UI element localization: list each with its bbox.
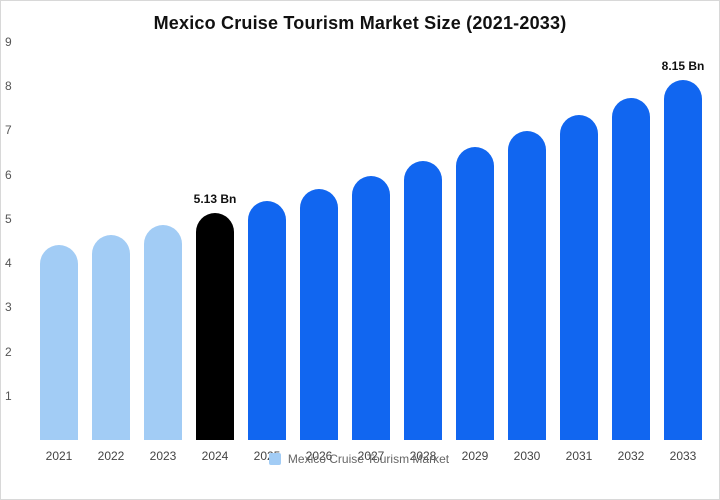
x-tick-label-2030: 2030	[513, 449, 541, 463]
bar-2030[interactable]	[508, 131, 546, 440]
x-tick-label-2031: 2031	[565, 449, 593, 463]
y-tick-label: 5	[5, 211, 12, 226]
bar-2032[interactable]	[612, 97, 650, 440]
y-axis: 9 8 7 6 5 4 3 2 1	[5, 35, 29, 440]
bar-column-2030: 2030	[501, 42, 553, 463]
bar-2021[interactable]	[40, 245, 78, 440]
bar-column-2029: 2029	[449, 42, 501, 463]
x-tick-label-2032: 2032	[617, 449, 645, 463]
bar-2031[interactable]	[560, 114, 598, 440]
legend-swatch-icon	[268, 453, 281, 465]
bar-stack: 5.13 Bn	[193, 42, 237, 440]
bar-stack	[248, 42, 286, 440]
bar-column-2033: 8.15 Bn 2033	[657, 42, 709, 463]
y-tick-label: 6	[5, 167, 12, 182]
bar-stack	[508, 42, 546, 440]
bar-2025[interactable]	[248, 201, 286, 440]
bar-column-2025: 2025	[241, 42, 293, 463]
x-tick-label-2033: 2033	[669, 449, 697, 463]
x-tick-label-2024: 2024	[201, 449, 229, 463]
bar-column-2026: 2026	[293, 42, 345, 463]
bar-2022[interactable]	[92, 235, 130, 440]
bar-stack	[352, 42, 390, 440]
x-tick-label-2027: 2027	[357, 449, 385, 463]
legend: Mexico Cruise Tourism Market	[9, 452, 709, 466]
bar-stack	[40, 42, 78, 440]
bar-2027[interactable]	[352, 175, 390, 440]
bar-stack	[612, 42, 650, 440]
y-tick-label: 8	[5, 79, 12, 94]
bar-2026[interactable]	[300, 188, 338, 440]
value-label-2033: 8.15 Bn	[661, 58, 705, 73]
y-tick-label: 3	[5, 300, 12, 315]
bar-2033[interactable]	[664, 79, 702, 440]
y-tick-label: 2	[5, 344, 12, 359]
bar-stack	[404, 42, 442, 440]
x-tick-label-2023: 2023	[149, 449, 177, 463]
x-tick-label-2022: 2022	[97, 449, 125, 463]
bar-stack	[144, 42, 182, 440]
bar-column-2021: 2021	[33, 42, 85, 463]
value-label-2024: 5.13 Bn	[193, 192, 237, 207]
y-tick-label: 4	[5, 256, 12, 271]
bar-column-2032: 2032	[605, 42, 657, 463]
y-tick-label: 9	[5, 35, 12, 49]
x-tick-label-2026: 2026	[305, 449, 333, 463]
bar-column-2028: 2028	[397, 42, 449, 463]
bar-column-2023: 2023	[137, 42, 189, 463]
bar-stack	[560, 42, 598, 440]
bar-stack: 8.15 Bn	[661, 42, 705, 440]
bar-column-2031: 2031	[553, 42, 605, 463]
bar-column-2024: 5.13 Bn 2024	[189, 42, 241, 463]
plot-area: 2021 2022 2023 5.13 Bn 2024 2025 2026 2027 2028 2…	[33, 42, 709, 463]
bar-stack	[456, 42, 494, 440]
y-tick-label: 7	[5, 123, 12, 138]
bar-2023[interactable]	[144, 224, 182, 440]
bar-column-2027: 2027	[345, 42, 397, 463]
y-tick-label: 1	[5, 388, 12, 403]
bar-2028[interactable]	[404, 161, 442, 440]
chart-title: Mexico Cruise Tourism Market Size (2021-…	[153, 13, 567, 33]
bar-2024[interactable]	[196, 213, 234, 440]
x-tick-label-2021: 2021	[45, 449, 73, 463]
x-tick-label-2028: 2028	[409, 449, 437, 463]
bar-2029[interactable]	[456, 146, 494, 440]
legend-label: Mexico Cruise Tourism Market	[287, 452, 450, 466]
bar-stack	[92, 42, 130, 440]
bar-stack	[300, 42, 338, 440]
bar-column-2022: 2022	[85, 42, 137, 463]
x-tick-label-2029: 2029	[461, 449, 489, 463]
